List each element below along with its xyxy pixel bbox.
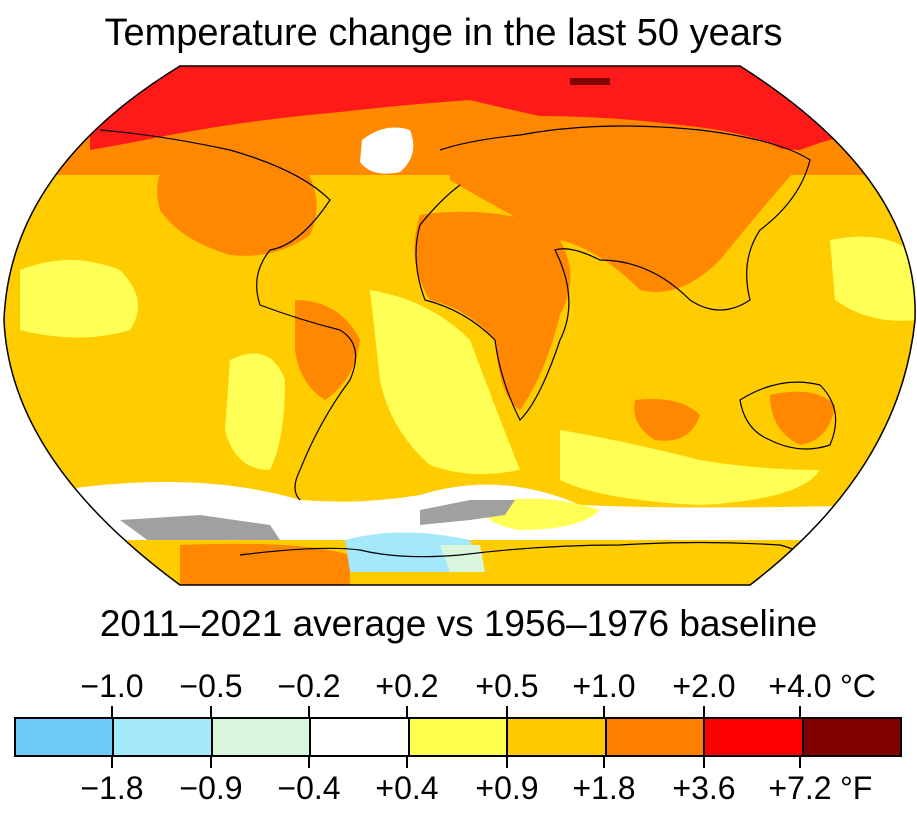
- legend-tick-mark: [111, 757, 113, 768]
- legend-swatch: [705, 719, 804, 755]
- legend-tick-mark: [111, 706, 113, 717]
- pacific-mild-west: [20, 260, 138, 338]
- fahrenheit-tick: −0.9: [179, 770, 243, 806]
- fahrenheit-tick: +3.6: [672, 770, 736, 806]
- legend-tick-mark: [406, 757, 408, 768]
- coastline-australia: [739, 381, 837, 450]
- north-atlantic-cool: [360, 127, 414, 174]
- pacific-mild-east: [225, 353, 285, 470]
- legend-tick-mark: [703, 757, 705, 768]
- antarctic-warm: [180, 543, 350, 585]
- legend-tick-mark: [308, 757, 310, 768]
- legend-tick-mark: [308, 706, 310, 717]
- legend-tick-mark: [210, 757, 212, 768]
- celsius-tick: +0.2: [375, 668, 439, 704]
- celsius-tick: +0.5: [475, 668, 539, 704]
- legend-swatch: [114, 719, 213, 755]
- antarctic-pale: [440, 545, 485, 572]
- atlantic-mild: [370, 290, 520, 474]
- celsius-tick: +2.0: [672, 668, 736, 704]
- indian-mild: [560, 430, 820, 505]
- fahrenheit-tick: +1.8: [572, 770, 636, 806]
- arctic-region: [90, 66, 916, 150]
- map-outline: [3, 65, 916, 586]
- north-america-warm: [157, 140, 317, 256]
- map-title: Temperature change in the last 50 years: [104, 12, 783, 54]
- no-data-west: [120, 515, 280, 542]
- legend-swatch: [311, 719, 410, 755]
- south-america-warm: [295, 300, 360, 400]
- celsius-tick: −0.5: [179, 668, 243, 704]
- antarctic-cool: [345, 532, 480, 572]
- pacific-mild-north: [830, 236, 916, 321]
- eurasia-warm: [450, 116, 800, 292]
- coastline-afro-eurasia: [415, 125, 811, 422]
- africa-warm: [414, 211, 571, 410]
- legend-swatch: [16, 719, 115, 755]
- legend-swatch: [606, 719, 706, 755]
- fahrenheit-tick: +0.4: [375, 770, 439, 806]
- legend-swatch: [409, 719, 509, 755]
- celsius-tick: −0.2: [277, 668, 341, 704]
- legend-tick-mark: [603, 706, 605, 717]
- legend-swatch: [803, 719, 900, 755]
- darkest-patch: [570, 78, 610, 85]
- fahrenheit-tick: +7.2: [768, 770, 832, 806]
- legend-tick-mark: [703, 706, 705, 717]
- australia-warm: [770, 391, 835, 445]
- color-legend: [14, 717, 902, 757]
- legend-tick-mark: [210, 706, 212, 717]
- fahrenheit-tick: −1.8: [80, 770, 144, 806]
- legend-tick-mark: [799, 706, 801, 717]
- celsius-tick: −1.0: [80, 668, 144, 704]
- legend-tick-mark: [406, 706, 408, 717]
- fahrenheit-tick: −0.4: [277, 770, 341, 806]
- fahrenheit-unit: °F: [840, 770, 873, 806]
- fahrenheit-tick: +0.9: [475, 770, 539, 806]
- coastline-americas: [99, 129, 357, 501]
- coastline-antarctica: [239, 541, 821, 566]
- celsius-tick: +1.0: [572, 668, 636, 704]
- legend-swatch: [508, 719, 607, 755]
- celsius-unit: °C: [840, 668, 876, 704]
- indian-ocean-warm: [634, 399, 700, 441]
- legend-tick-mark: [506, 757, 508, 768]
- map-subtitle: 2011–2021 average vs 1956–1976 baseline: [99, 603, 818, 644]
- legend-tick-mark: [603, 757, 605, 768]
- world-map: [3, 65, 916, 586]
- no-data-east: [420, 500, 515, 525]
- legend-swatch: [212, 719, 312, 755]
- legend-tick-mark: [506, 706, 508, 717]
- legend-tick-mark: [799, 757, 801, 768]
- celsius-tick: +4.0: [768, 668, 832, 704]
